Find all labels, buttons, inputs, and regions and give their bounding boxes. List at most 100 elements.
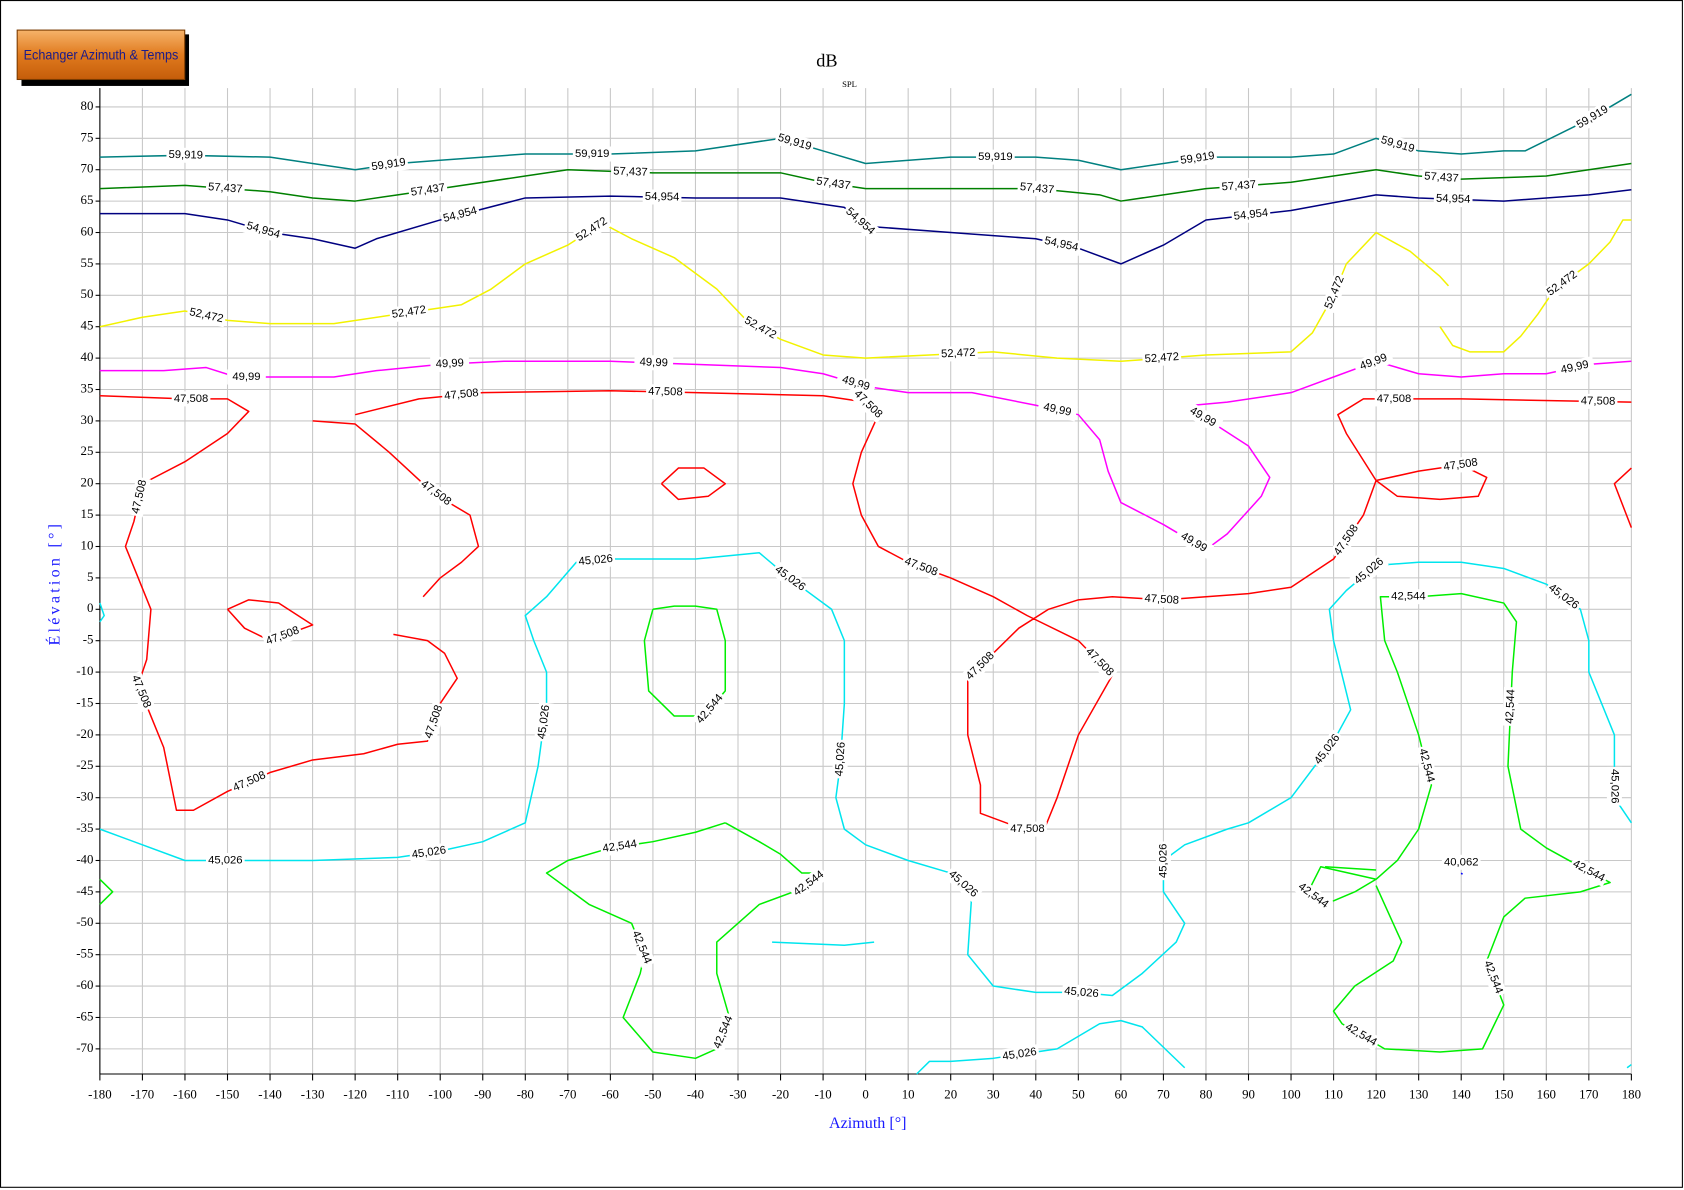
contour-label-bg — [205, 179, 246, 198]
x-tick-label: 0 — [862, 1087, 868, 1101]
x-tick-label: -110 — [386, 1087, 409, 1101]
y-tick-label: 0 — [87, 601, 93, 615]
contour-label: 57,437 — [613, 165, 648, 178]
x-tick-label: 180 — [1622, 1087, 1641, 1101]
contour-label-group: 47,508 — [171, 391, 211, 407]
y-tick-label: -20 — [76, 727, 93, 741]
contour-label-group: 57,437 — [1219, 177, 1259, 196]
contour-label-group: 47,508 — [645, 384, 685, 400]
x-tick-label: -70 — [559, 1087, 576, 1101]
x-tick-label: -140 — [258, 1087, 282, 1101]
contour-label-bg — [1155, 841, 1171, 881]
contour-label-bg — [1040, 232, 1082, 256]
x-tick-label: -120 — [343, 1087, 367, 1101]
contour-label: 59,919 — [1180, 150, 1216, 167]
contour-label-bg — [645, 384, 685, 400]
contour-label-bg — [1230, 205, 1272, 225]
contour-label-bg — [572, 146, 612, 162]
contour-label: 42,544 — [602, 838, 638, 855]
contour-label-group: 54,954 — [439, 202, 481, 227]
y-tick-label: 25 — [81, 444, 94, 458]
swap-button[interactable]: Echanger Azimuth & Temps — [16, 29, 190, 86]
contour-label-group: 49,99 — [835, 370, 877, 397]
contour-label-group: 49,99 — [227, 369, 266, 385]
contour-label-bg — [242, 217, 284, 244]
x-tick-label: 140 — [1452, 1087, 1471, 1101]
grid: -180 -170 -160 -150 -140 -130 -120 -110 -100 -90-… — [76, 88, 1641, 1101]
contour-label-group: 45,026 — [575, 551, 616, 570]
contour-label-bg — [408, 842, 450, 864]
x-tick-label: -40 — [687, 1087, 704, 1101]
contour-label-group: 45,026 — [1061, 983, 1102, 1002]
x-tick-label: -80 — [517, 1087, 534, 1101]
contour-label-bg — [1017, 179, 1058, 199]
contour-label: 59,919 — [978, 151, 1012, 163]
contour-label-bg — [1352, 348, 1395, 376]
button-face[interactable] — [16, 29, 186, 81]
y-tick-label: 70 — [81, 162, 94, 176]
contour-label: 59,919 — [575, 148, 609, 160]
contour-label-bg — [1433, 191, 1473, 208]
contour-label-bg — [534, 701, 555, 743]
contour-label-bg — [1036, 398, 1078, 422]
y-tick-label: 15 — [81, 507, 94, 521]
contour-label-group: 57,437 — [205, 179, 246, 198]
x-tick-label: 10 — [902, 1087, 915, 1101]
contour-label-bg — [1008, 821, 1047, 837]
contour-label-bg — [773, 129, 816, 156]
contour-label-group: 47,508 — [1008, 821, 1047, 837]
x-tick-label: -50 — [644, 1087, 661, 1101]
contour-label-group: 52,472 — [938, 345, 978, 363]
y-tick-label: 50 — [81, 287, 94, 301]
contour-label: 47,508 — [1010, 823, 1044, 835]
contour-label-bg — [961, 647, 1000, 685]
contour-label-bg — [430, 355, 470, 373]
contour-label: 45,026 — [536, 704, 553, 740]
contour-label-bg — [835, 370, 877, 397]
contour-label-bg — [1182, 400, 1224, 434]
y-tick-label: -50 — [76, 915, 93, 929]
contour-label: 52,472 — [1144, 351, 1179, 365]
y-tick-label: -30 — [76, 790, 93, 804]
contour-label-bg — [1080, 643, 1119, 682]
contour-label-bg — [1440, 454, 1481, 476]
chart-title-subscript: SPL — [842, 79, 857, 89]
contour-label-group: 42,544 — [1414, 744, 1439, 787]
contour-label-bg — [642, 189, 682, 206]
y-tick-label: 20 — [81, 476, 94, 490]
y-tick-label: -45 — [76, 884, 93, 898]
contour-label-bg — [709, 1011, 738, 1054]
x-tick-label: -90 — [474, 1087, 491, 1101]
x-tick-label: 170 — [1579, 1087, 1598, 1101]
contour-label-group: 42,544 — [1502, 686, 1520, 727]
contour-label: 49,99 — [1560, 359, 1590, 377]
contour-label-bg — [1349, 553, 1389, 590]
contour-label-bg — [407, 180, 449, 201]
x-tick-label: -60 — [602, 1087, 619, 1101]
contour-label-group: 42,544 — [599, 836, 641, 857]
contour-label: 45,026 — [1064, 985, 1099, 1000]
contour-label-bg — [575, 551, 616, 570]
contour-line — [99, 552, 1632, 1075]
contour-label-group: 59,919 — [368, 154, 409, 176]
x-tick-label: -10 — [815, 1087, 832, 1101]
contour-label: 45,026 — [208, 854, 242, 866]
contour-label: 45,026 — [1608, 769, 1620, 803]
contour-label-bg — [1606, 766, 1622, 806]
contour-label-bg — [1572, 100, 1614, 134]
contour-label: 45,026 — [833, 742, 847, 777]
contour-label-bg — [943, 865, 983, 903]
contour-label-group: 49,99 — [1554, 356, 1596, 380]
contour-label-bg — [1502, 686, 1520, 727]
contour-label-group: 45,026 — [831, 739, 850, 779]
button-label[interactable]: Echanger Azimuth & Temps — [24, 47, 179, 63]
contour-label-group: 54,954 — [1040, 232, 1082, 256]
contour-label-bg — [1389, 589, 1428, 605]
contour-label-bg — [1309, 729, 1345, 770]
y-tick-label: 5 — [87, 570, 93, 584]
contour-label-bg — [691, 689, 729, 729]
contour-label: 45,026 — [578, 553, 613, 568]
contour-label: 59,919 — [168, 149, 203, 162]
contour-label: 52,472 — [941, 347, 976, 361]
contour-label-bg — [415, 475, 456, 511]
